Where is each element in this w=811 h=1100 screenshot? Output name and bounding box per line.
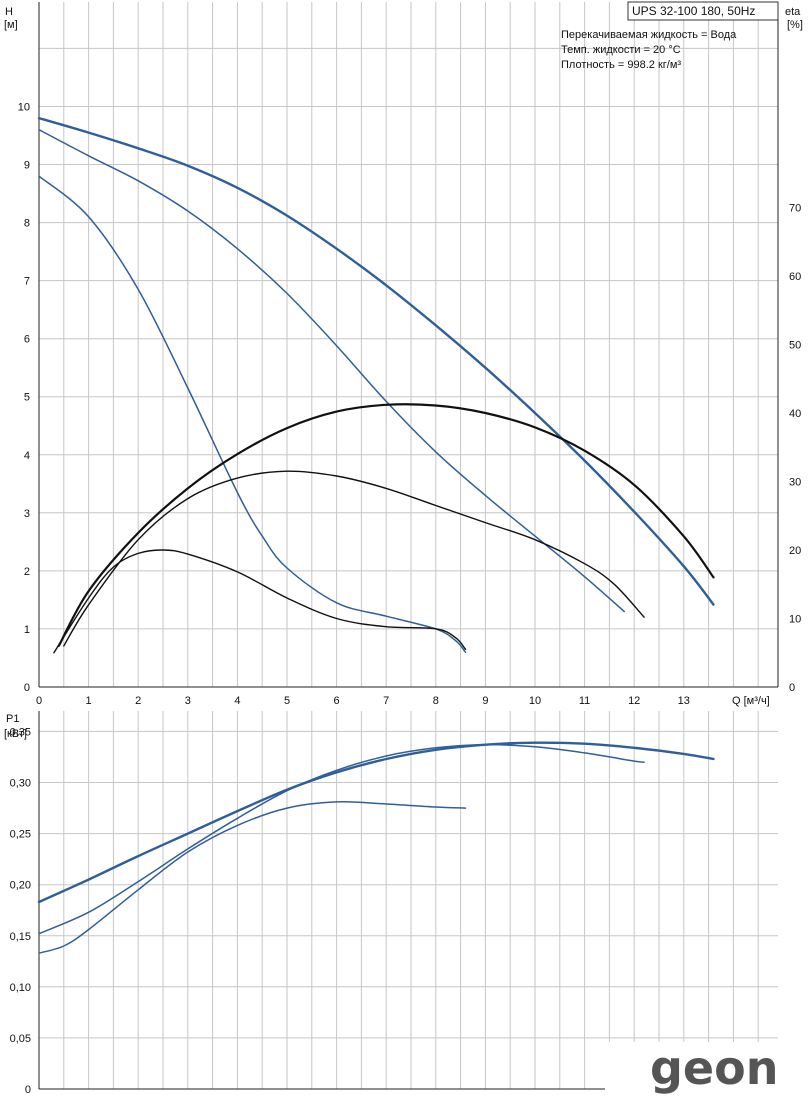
info-line-density: Плотность = 998.2 кг/м³ bbox=[561, 59, 681, 71]
y2-tick-label: 0 bbox=[789, 682, 795, 694]
efficiency-curve-6 bbox=[53, 549, 467, 654]
p1-tick-label: 0,15 bbox=[10, 931, 31, 943]
info-line-temperature: Темп. жидкости = 20 °C bbox=[561, 44, 681, 56]
x-tick-label: 0 bbox=[36, 695, 42, 707]
x-tick-label: 13 bbox=[678, 695, 690, 707]
x-tick-label: 11 bbox=[579, 695, 590, 707]
y2-tick-label: 70 bbox=[789, 203, 801, 215]
x-tick-label: 7 bbox=[383, 695, 389, 707]
p1-tick-label: 0,20 bbox=[10, 880, 31, 892]
y2-tick-label: 60 bbox=[789, 271, 801, 283]
y-tick-label: 3 bbox=[24, 508, 30, 520]
watermark-logo: geon bbox=[650, 1041, 778, 1095]
power-chart-grid bbox=[38, 711, 778, 1090]
y-axis-label-p1: P1 bbox=[6, 713, 19, 725]
x-tick-label: 9 bbox=[482, 695, 488, 707]
head-curve-1 bbox=[37, 116, 715, 606]
p1-tick-label: 0,30 bbox=[10, 778, 31, 790]
y-axis-unit-p1: [кВт] bbox=[4, 728, 27, 740]
p1-tick-label: 0 bbox=[25, 1084, 31, 1096]
p1-tick-label: 0,10 bbox=[10, 982, 31, 994]
power-chart-series bbox=[37, 741, 715, 954]
y-tick-label: 1 bbox=[24, 624, 30, 636]
y2-tick-label: 50 bbox=[789, 340, 801, 352]
info-line-liquid: Перекачиваемая жидкость = Вода bbox=[561, 29, 737, 41]
y-axis-label-h: H bbox=[5, 6, 13, 18]
y-tick-label: 4 bbox=[24, 450, 30, 462]
p1-tick-label: 0,35 bbox=[10, 726, 31, 738]
watermark-backdrop bbox=[605, 1042, 805, 1097]
power-curve-3 bbox=[38, 801, 467, 954]
x-tick-label: 6 bbox=[334, 695, 340, 707]
x-tick-label: 3 bbox=[185, 695, 191, 707]
y-tick-label: 10 bbox=[18, 102, 30, 114]
model-legend-box bbox=[627, 1, 779, 21]
x-tick-label: 2 bbox=[135, 695, 141, 707]
y2-axis-label-eta: eta bbox=[785, 6, 801, 18]
x-tick-label: 1 bbox=[86, 695, 92, 707]
model-label: UPS 32-100 180, 50Hz bbox=[632, 4, 755, 18]
p1-tick-label: 0,25 bbox=[10, 829, 31, 841]
power-curve-2 bbox=[38, 743, 645, 935]
y2-tick-label: 30 bbox=[789, 477, 801, 489]
head-chart-series bbox=[37, 116, 715, 654]
y-tick-label: 5 bbox=[24, 392, 30, 404]
y-axis-unit-h: [м] bbox=[4, 19, 18, 31]
x-axis-label-q: Q [м³/ч] bbox=[732, 695, 770, 707]
power-curve-1 bbox=[37, 741, 715, 904]
x-tick-label: 4 bbox=[234, 695, 240, 707]
y-tick-label: 2 bbox=[24, 566, 30, 578]
y2-tick-label: 20 bbox=[789, 545, 801, 557]
p1-tick-label: 0,05 bbox=[10, 1033, 31, 1045]
y-tick-label: 6 bbox=[24, 334, 30, 346]
y2-tick-label: 10 bbox=[789, 614, 801, 626]
x-tick-label: 5 bbox=[284, 695, 290, 707]
y-tick-label: 0 bbox=[24, 682, 30, 694]
y-tick-label: 9 bbox=[24, 160, 30, 172]
power-chart: 0 0,05 0,10 0,15 0,20 0,25 0,30 0,35 P1 [кВт] bbox=[4, 711, 778, 1096]
head-chart-grid bbox=[38, 2, 779, 688]
head-curve-2 bbox=[38, 128, 625, 613]
efficiency-curve-5 bbox=[63, 470, 645, 647]
x-tick-label: 8 bbox=[433, 695, 439, 707]
y2-axis-unit-eta: [%] bbox=[787, 19, 803, 31]
x-tick-label: 12 bbox=[628, 695, 640, 707]
y2-tick-label: 40 bbox=[789, 408, 801, 420]
y-tick-label: 7 bbox=[24, 276, 30, 288]
y-tick-label: 8 bbox=[24, 218, 30, 230]
power-chart-ticks: 0 0,05 0,10 0,15 0,20 0,25 0,30 0,35 bbox=[10, 726, 31, 1096]
x-tick-label: 10 bbox=[529, 695, 541, 707]
efficiency-curve-4 bbox=[57, 403, 715, 647]
